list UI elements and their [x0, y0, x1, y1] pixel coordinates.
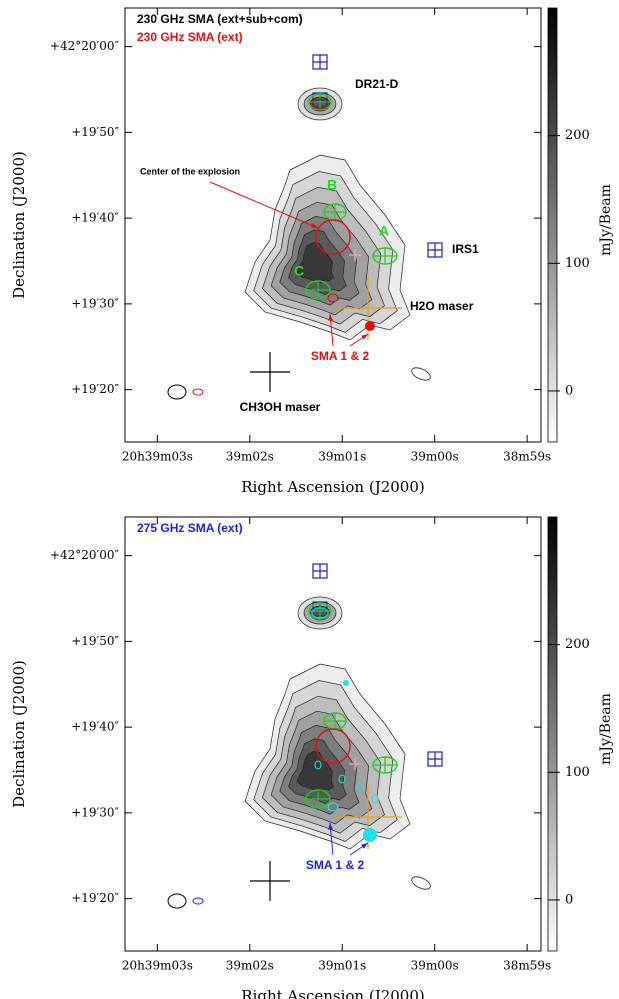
y-tick-label: +19′20″	[71, 891, 119, 905]
core-cross	[306, 790, 330, 808]
x-tick-label: 20h39m03s	[122, 959, 193, 973]
y-tick-label: +19′40″	[71, 720, 119, 734]
x-axis-label: Right Ascension (J2000)	[241, 987, 424, 999]
colorbar-label: mJy/Beam	[598, 184, 614, 256]
irs-marker-cross	[313, 564, 327, 578]
y-tick-label: +19′50″	[71, 125, 119, 139]
x-tick-label: 39m00s	[411, 450, 459, 464]
irs-marker-cross	[313, 55, 327, 69]
core-cross	[324, 204, 346, 220]
annotation: DR21-D	[355, 77, 399, 91]
x-tick-label: 39m01s	[318, 450, 366, 464]
sma-blob	[365, 321, 375, 331]
annotation: IRS1	[452, 242, 479, 256]
panel: 230 GHz SMA (ext+sub+com) 230 GHz SMA (ex…	[10, 7, 614, 496]
y-tick-label: +42°20′00″	[50, 548, 120, 562]
sma-blob	[338, 774, 346, 784]
annotation: SMA 1 & 2	[306, 858, 365, 872]
ch3oh-maser	[250, 861, 290, 901]
arrow	[209, 181, 319, 229]
sma-blob	[363, 828, 377, 842]
y-tick-label: +42°20′00″	[50, 39, 120, 53]
sma-blob	[314, 760, 322, 770]
x-tick-label: 38m59s	[503, 450, 551, 464]
x-tick-label: 39m02s	[226, 959, 274, 973]
x-tick-label: 20h39m03s	[122, 450, 193, 464]
explosion-center	[315, 728, 351, 764]
sma-blob	[327, 293, 339, 303]
plot-frame	[124, 7, 542, 443]
annotation: A	[379, 223, 389, 239]
beam	[167, 384, 187, 400]
annotation: H2O maser	[410, 299, 474, 313]
ch3oh-maser	[250, 352, 290, 392]
sma-blob	[327, 802, 339, 812]
arrow-head	[311, 223, 318, 228]
arrow-head	[361, 334, 368, 340]
beam	[167, 893, 187, 909]
small-contour	[411, 367, 431, 381]
annotation: 230 GHz SMA (ext)	[137, 30, 243, 44]
colorbar-tick-label: 100	[565, 765, 590, 780]
colorbar-label: mJy/Beam	[598, 693, 614, 765]
y-tick-label: +19′20″	[71, 382, 119, 396]
x-axis-label: Right Ascension (J2000)	[241, 478, 424, 496]
sma-blob	[371, 794, 379, 804]
pink-cross	[349, 249, 361, 261]
core-cross	[373, 248, 397, 264]
small-contour	[411, 876, 431, 890]
y-tick-label: +19′30″	[71, 805, 119, 819]
pink-cross	[349, 758, 361, 770]
annotation: 275 GHz SMA (ext)	[137, 521, 243, 535]
irs-marker-cross	[428, 752, 442, 766]
x-tick-label: 38m59s	[503, 959, 551, 973]
annotation: 230 GHz SMA (ext+sub+com)	[137, 12, 303, 26]
colorbar-tick-label: 0	[565, 383, 573, 398]
core-cross	[324, 713, 346, 729]
annotation: SMA 1 & 2	[311, 349, 370, 363]
core-cross	[373, 757, 397, 773]
colorbar-tick-label: 0	[565, 892, 573, 907]
colorbar	[547, 7, 558, 443]
beam	[192, 897, 204, 905]
x-tick-label: 39m00s	[411, 959, 459, 973]
colorbar	[547, 516, 558, 952]
annotation: CH3OH maser	[240, 400, 321, 414]
annotation: B	[327, 177, 337, 193]
sma-blob	[356, 782, 364, 792]
arrow-head	[361, 843, 368, 849]
irs-marker-cross	[428, 243, 442, 257]
colorbar-tick-label: 200	[565, 128, 590, 143]
sma-blob	[311, 98, 329, 110]
colorbar-tick-label: 200	[565, 637, 590, 652]
colorbar-tick-label: 100	[565, 256, 590, 271]
plot-frame	[124, 516, 542, 952]
x-tick-label: 39m01s	[318, 959, 366, 973]
beam	[192, 388, 204, 396]
y-axis-label: Declination (J2000)	[10, 151, 28, 299]
y-tick-label: +19′50″	[71, 634, 119, 648]
arrow-head	[328, 314, 334, 321]
core-cross	[306, 281, 330, 299]
annotation: C	[294, 263, 304, 279]
sma-blob	[343, 680, 349, 686]
y-axis-label: Declination (J2000)	[10, 660, 28, 808]
panel: 275 GHz SMA (ext) SMA 1 & 2 20h39m03s 39m02…	[10, 516, 614, 999]
sma-blob	[311, 607, 329, 619]
x-tick-label: 39m02s	[226, 450, 274, 464]
annotation: Center of the explosion	[140, 166, 240, 176]
explosion-center	[315, 219, 351, 255]
y-tick-label: +19′40″	[71, 211, 119, 225]
y-tick-label: +19′30″	[71, 296, 119, 310]
arrow-head	[328, 823, 334, 830]
